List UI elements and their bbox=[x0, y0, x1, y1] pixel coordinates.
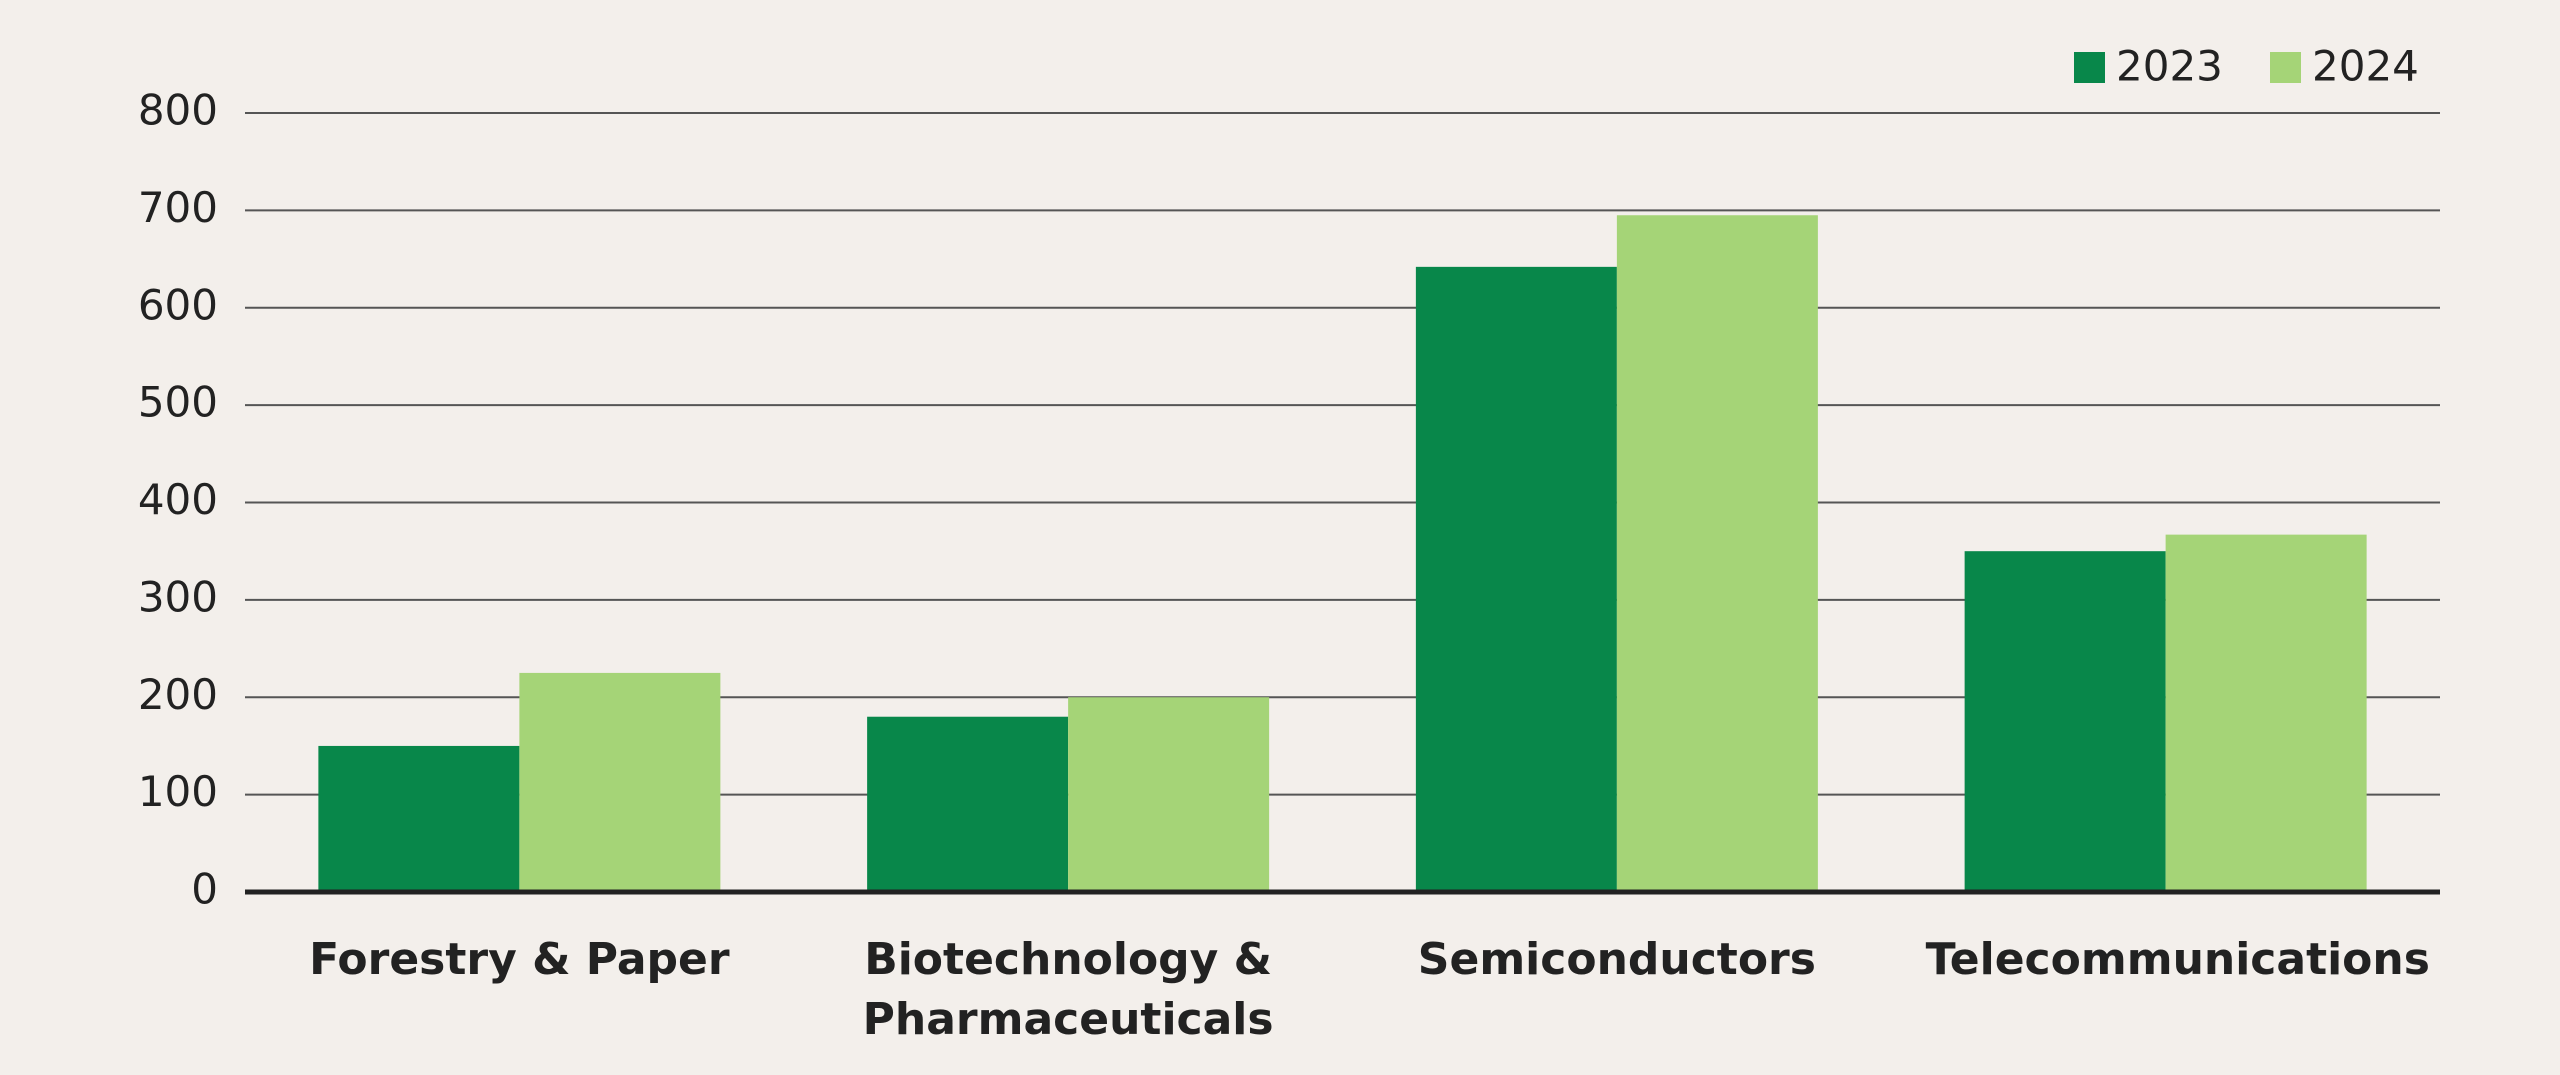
bar bbox=[1616, 215, 1818, 892]
y-tick-label: 500 bbox=[138, 378, 218, 427]
legend-swatch bbox=[2074, 52, 2105, 83]
x-tick-label: Forestry & Paper bbox=[309, 934, 730, 985]
bar bbox=[1415, 266, 1617, 892]
y-tick-label: 0 bbox=[191, 865, 218, 914]
y-tick-label: 300 bbox=[138, 572, 218, 621]
bar bbox=[1964, 551, 2166, 892]
y-tick-label: 200 bbox=[138, 670, 218, 719]
bar bbox=[519, 672, 721, 892]
legend-label: 2023 bbox=[2116, 42, 2223, 91]
y-tick-label: 100 bbox=[138, 767, 218, 816]
y-tick-label: 600 bbox=[138, 280, 218, 329]
legend-label: 2024 bbox=[2312, 42, 2419, 91]
bar bbox=[1068, 697, 1270, 892]
bar bbox=[2165, 534, 2367, 892]
bar bbox=[318, 745, 520, 892]
y-tick-label: 400 bbox=[138, 475, 218, 524]
x-tick-label: Telecommunications bbox=[1925, 934, 2430, 985]
y-tick-label: 800 bbox=[138, 86, 218, 135]
x-tick-label: Semiconductors bbox=[1417, 934, 1816, 985]
x-tick-label: Biotechnology & Pharmaceuticals bbox=[862, 934, 1274, 1045]
bar bbox=[867, 716, 1069, 892]
y-tick-label: 700 bbox=[138, 183, 218, 232]
legend-swatch bbox=[2270, 52, 2301, 83]
